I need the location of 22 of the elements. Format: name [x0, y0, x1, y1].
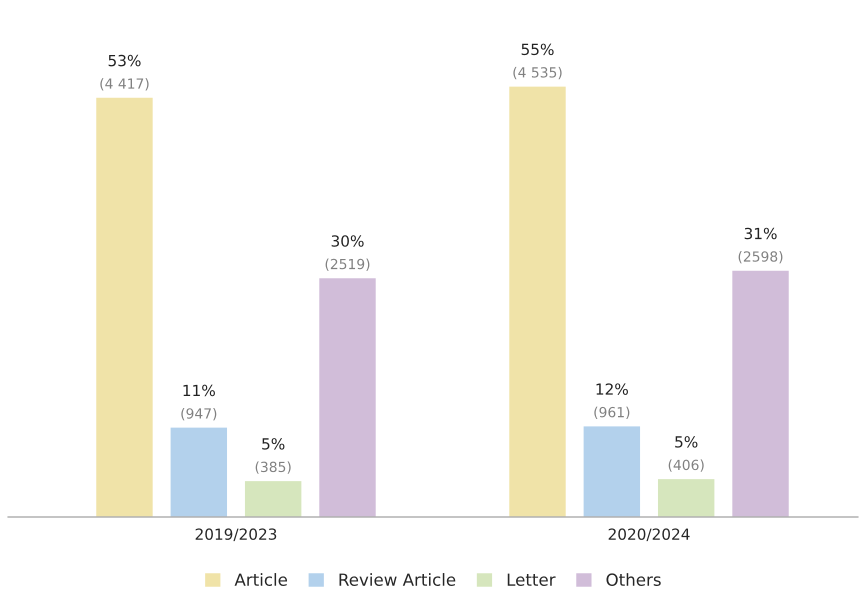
- data-label: 5% (406): [668, 436, 704, 472]
- data-label: 31% (2598): [738, 228, 782, 264]
- data-label: 5% (385): [256, 438, 291, 474]
- x-tick-label: 2019/2023: [196, 528, 276, 542]
- data-label: 30% (2519): [326, 235, 370, 271]
- data-label: 53% (4 417): [100, 54, 149, 90]
- bar: [244, 480, 303, 517]
- legend-label: Review Article: [340, 573, 456, 586]
- legend-label: Letter: [508, 574, 556, 586]
- bar: [318, 276, 378, 517]
- data-label: 55% (4 535): [513, 44, 562, 80]
- x-tick-label: 2020/2024: [608, 528, 690, 542]
- legend-label: Article: [234, 573, 288, 586]
- bar: [582, 424, 642, 517]
- data-label: 12% (961): [594, 383, 630, 420]
- data-label: 11% (947): [181, 384, 216, 420]
- bar: [169, 426, 228, 517]
- bar: [730, 269, 790, 517]
- bar: [508, 85, 568, 517]
- bar: [656, 478, 716, 517]
- bar: [94, 96, 154, 517]
- legend-label: Others: [606, 573, 661, 586]
